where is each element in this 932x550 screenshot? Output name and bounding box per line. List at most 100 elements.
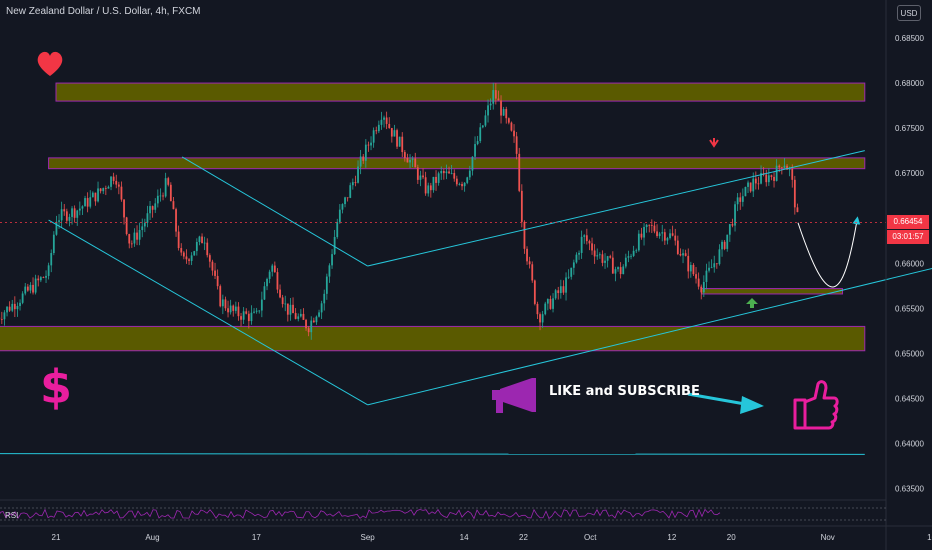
candle-body-297 — [767, 175, 770, 183]
candle-body-251 — [648, 224, 651, 226]
candle-body-268 — [692, 264, 695, 275]
candle-body-57 — [143, 222, 146, 227]
candle-body-264 — [682, 253, 684, 256]
candle-body-213 — [549, 299, 552, 309]
y-tick-label: 0.63500 — [895, 485, 924, 494]
candle-body-88 — [224, 299, 227, 309]
candle-body-167 — [429, 185, 432, 191]
candle-body-56 — [141, 226, 144, 231]
candle-body-207 — [533, 280, 536, 304]
candle-body-54 — [136, 232, 138, 240]
candle-body-227 — [585, 235, 588, 242]
candle-body-18 — [42, 277, 45, 278]
candle-body-201 — [518, 153, 521, 191]
candle-body-232 — [598, 254, 601, 256]
candle-body-114 — [292, 304, 294, 314]
candle-body-71 — [180, 248, 183, 253]
candle-body-26 — [63, 209, 66, 212]
candle-body-43 — [107, 186, 110, 189]
candle-body-244 — [630, 255, 632, 257]
candle-body-249 — [643, 226, 645, 238]
x-tick-label: 14 — [460, 533, 469, 542]
candle-body-262 — [676, 240, 679, 254]
trendline-2 — [48, 219, 368, 406]
cta-arrowhead-icon — [740, 396, 764, 414]
candle-body-215 — [554, 290, 557, 299]
candle-body-208 — [536, 303, 539, 315]
candle-body-169 — [435, 176, 437, 183]
candle-body-45 — [112, 176, 115, 181]
candle-body-176 — [453, 173, 456, 179]
candle-body-36 — [89, 197, 92, 207]
candle-body-247 — [637, 233, 640, 251]
candle-body-168 — [432, 176, 435, 191]
candle-body-219 — [565, 277, 567, 293]
candle-body-62 — [156, 195, 159, 204]
candle-body-221 — [570, 267, 573, 277]
candle-body-90 — [229, 305, 232, 313]
candle-body-182 — [468, 170, 471, 178]
candle-body-246 — [635, 250, 638, 252]
candle-body-184 — [474, 144, 476, 157]
candle-body-108 — [276, 272, 279, 290]
candle-body-37 — [91, 192, 94, 198]
candle-body-8 — [16, 306, 19, 310]
candle-body-63 — [159, 195, 162, 197]
candle-body-76 — [193, 251, 196, 256]
candle-body-40 — [99, 188, 102, 192]
candle-body-183 — [471, 156, 474, 171]
candle-body-113 — [289, 304, 292, 315]
candle-body-197 — [507, 118, 510, 123]
candle-body-186 — [479, 127, 482, 142]
candle-body-203 — [523, 221, 526, 249]
candle-body-92 — [234, 306, 237, 311]
candle-body-185 — [476, 141, 479, 145]
megaphone-icon — [492, 378, 536, 413]
candle-body-137 — [351, 182, 354, 186]
candle-body-100 — [255, 310, 258, 312]
candle-body-230 — [593, 250, 596, 257]
candle-body-98 — [250, 312, 253, 322]
candle-body-119 — [305, 319, 307, 329]
candle-body-155 — [398, 136, 401, 147]
candle-body-129 — [331, 254, 333, 266]
y-tick-label: 0.68500 — [895, 34, 924, 43]
candle-body-141 — [362, 156, 365, 161]
candle-body-142 — [364, 144, 367, 161]
candle-body-34 — [84, 198, 86, 207]
candle-body-125 — [320, 303, 323, 313]
candle-body-153 — [393, 130, 396, 137]
candle-body-42 — [104, 188, 107, 189]
candle-body-127 — [325, 276, 328, 294]
candle-body-30 — [73, 208, 76, 218]
candle-body-277 — [715, 263, 718, 265]
time-axis: 21 Aug 17 Sep 14 22 Oct 12 20 Nov 16 — [52, 533, 932, 542]
candle-body-202 — [520, 190, 523, 222]
trendline-4 — [0, 453, 865, 455]
candle-body-171 — [440, 170, 443, 174]
candle-body-84 — [214, 270, 216, 276]
candle-body-6 — [11, 303, 14, 311]
candle-body-280 — [723, 241, 726, 249]
candle-body-4 — [6, 306, 8, 313]
candle-body-7 — [13, 303, 16, 310]
candle-body-146 — [375, 130, 378, 132]
candle-body-97 — [247, 313, 250, 322]
candle-body-248 — [640, 233, 643, 238]
candle-body-269 — [695, 274, 697, 279]
candle-body-131 — [336, 222, 339, 237]
dollar-icon: $ — [40, 360, 73, 414]
candle-body-126 — [323, 293, 326, 304]
candle-body-164 — [422, 175, 424, 178]
candle-body-300 — [775, 165, 778, 181]
candle-body-93 — [237, 306, 240, 317]
candle-body-65 — [164, 178, 167, 197]
candle-body-23 — [55, 221, 58, 235]
candle-body-78 — [198, 236, 201, 242]
candle-body-175 — [450, 173, 453, 174]
candle-body-91 — [232, 305, 235, 311]
candle-body-48 — [120, 186, 123, 200]
currency-button[interactable]: USD — [897, 5, 921, 21]
candle-body-283 — [731, 224, 734, 226]
